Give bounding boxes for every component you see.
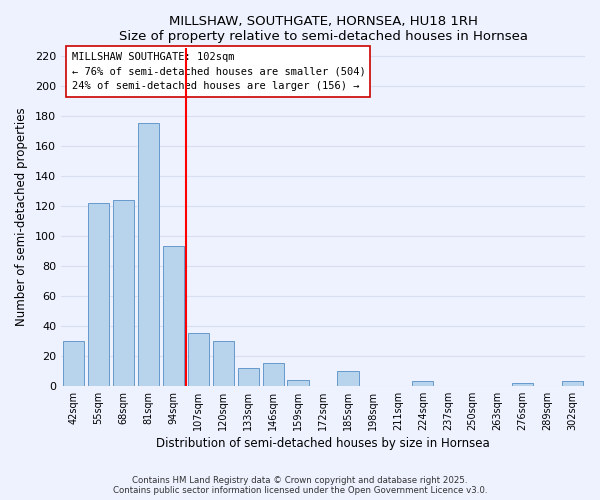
Bar bbox=[88, 203, 109, 386]
Bar bbox=[238, 368, 259, 386]
Bar bbox=[113, 200, 134, 386]
X-axis label: Distribution of semi-detached houses by size in Hornsea: Distribution of semi-detached houses by … bbox=[156, 437, 490, 450]
Y-axis label: Number of semi-detached properties: Number of semi-detached properties bbox=[15, 108, 28, 326]
Bar bbox=[138, 124, 159, 386]
Bar bbox=[63, 341, 84, 386]
Text: Contains HM Land Registry data © Crown copyright and database right 2025.
Contai: Contains HM Land Registry data © Crown c… bbox=[113, 476, 487, 495]
Bar bbox=[562, 382, 583, 386]
Bar bbox=[287, 380, 308, 386]
Bar bbox=[512, 383, 533, 386]
Bar bbox=[412, 382, 433, 386]
Title: MILLSHAW, SOUTHGATE, HORNSEA, HU18 1RH
Size of property relative to semi-detache: MILLSHAW, SOUTHGATE, HORNSEA, HU18 1RH S… bbox=[119, 15, 527, 43]
Bar bbox=[263, 364, 284, 386]
Text: MILLSHAW SOUTHGATE: 102sqm
← 76% of semi-detached houses are smaller (504)
24% o: MILLSHAW SOUTHGATE: 102sqm ← 76% of semi… bbox=[71, 52, 365, 92]
Bar bbox=[212, 341, 234, 386]
Bar bbox=[337, 371, 359, 386]
Bar bbox=[188, 334, 209, 386]
Bar bbox=[163, 246, 184, 386]
